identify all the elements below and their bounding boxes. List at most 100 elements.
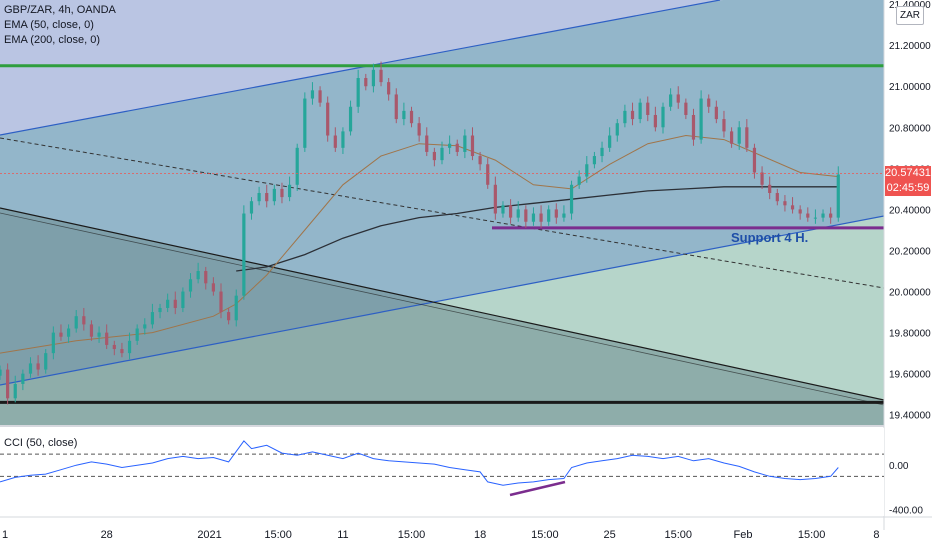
candle-body	[196, 271, 200, 280]
ema-200-line	[236, 186, 839, 272]
candle-body	[13, 383, 17, 399]
descending-trend-line-2	[0, 212, 884, 406]
last-price-value: 20.57431	[885, 166, 931, 179]
ema-200-path	[236, 186, 839, 272]
candle-body	[722, 119, 726, 132]
candle-body	[562, 213, 566, 218]
candle-body	[752, 147, 757, 173]
support-annotation: Support 4 H.	[731, 230, 808, 245]
candle-body	[448, 143, 452, 148]
ema-200-legend[interactable]: EMA (200, close, 0)	[4, 34, 100, 46]
last-price-badge: 20.57431 02:45:59	[885, 165, 931, 196]
symbol-title[interactable]: GBP/ZAR, 4h, OANDA	[4, 4, 116, 16]
candle-body	[387, 82, 391, 95]
candle-body	[409, 110, 414, 124]
time-tick-label: 15:00	[531, 529, 559, 541]
cci-legend[interactable]: CCI (50, close)	[4, 437, 78, 449]
candle-body	[74, 316, 78, 329]
candle-body	[646, 102, 650, 115]
candle-body	[234, 295, 238, 321]
candle-body	[638, 102, 642, 120]
currency-button[interactable]: ZAR	[896, 6, 924, 25]
candle-body	[158, 307, 162, 313]
candle-body	[539, 213, 543, 222]
candle-body	[249, 201, 254, 214]
candle-body	[569, 184, 574, 214]
candle-body	[829, 213, 833, 218]
candle-body	[333, 135, 337, 148]
candle-body	[806, 213, 810, 218]
candle-body	[516, 209, 520, 218]
candle-body	[707, 98, 711, 107]
candle-body	[326, 102, 330, 136]
channel-upper-line	[0, 0, 721, 136]
candle-body	[36, 363, 40, 370]
candle-body	[432, 151, 436, 161]
candle-body	[440, 147, 444, 161]
candle-body	[310, 90, 315, 99]
candle-body	[356, 78, 360, 107]
candle-body	[699, 98, 703, 140]
candle-body	[59, 332, 63, 337]
time-tick-label: Feb	[734, 529, 753, 541]
candle-body	[760, 172, 764, 185]
candle-body	[0, 369, 2, 376]
candle-body	[676, 94, 680, 103]
cci-background	[0, 428, 884, 516]
time-tick-label: 25	[604, 529, 616, 541]
candle-body	[623, 110, 627, 124]
candle-body	[729, 131, 734, 144]
candle-body	[455, 143, 459, 152]
candle-body	[295, 147, 299, 185]
candle-body	[227, 312, 231, 321]
candle-body	[821, 213, 825, 218]
ema-50-legend[interactable]: EMA (50, close, 0)	[4, 19, 94, 31]
candle-body	[783, 201, 787, 206]
candle-body	[592, 156, 597, 165]
candle-body	[127, 340, 132, 354]
candle-body	[493, 184, 497, 214]
candle-body	[272, 188, 276, 202]
candle-body	[181, 291, 185, 308]
candle-body	[661, 106, 665, 128]
candle-body	[173, 299, 177, 308]
candle-body	[790, 205, 795, 210]
candle-body	[280, 188, 284, 198]
cci-tick-label: -400.00	[889, 506, 923, 517]
candle-body	[394, 94, 398, 120]
price-tick-label: 21.20000	[889, 41, 931, 52]
price-tick-label: 20.20000	[889, 246, 931, 257]
candle-body	[478, 156, 482, 165]
candle-body	[600, 147, 604, 157]
price-tick-label: 20.00000	[889, 288, 931, 299]
candle-body	[66, 328, 71, 337]
price-tick-label: 20.40000	[889, 205, 931, 216]
candle-body	[379, 69, 383, 83]
candle-body	[135, 328, 139, 341]
time-tick-label: 28	[101, 529, 113, 541]
candle-body	[82, 316, 86, 325]
bar-countdown: 02:45:59	[886, 181, 930, 194]
candle-body	[524, 209, 528, 222]
candle-body	[51, 332, 55, 354]
candle-body	[44, 353, 48, 370]
candle-body	[630, 110, 635, 120]
candle-body	[714, 106, 718, 120]
candle-body	[348, 106, 353, 132]
candle-body	[554, 209, 558, 218]
candle-body	[112, 344, 116, 350]
candle-body	[615, 123, 619, 136]
candle-body	[188, 279, 193, 292]
price-tick-label: 19.60000	[889, 370, 931, 381]
descending-wedge-zone	[0, 208, 884, 425]
cci-tick-label: 0.00	[889, 461, 909, 472]
time-axis-ticks: 1 28 2021 15:00 11 15:00 18 15:00 25 15:00 Feb 15:0…	[2, 529, 879, 541]
candle-body	[28, 363, 33, 374]
drawings-layer	[0, 0, 884, 425]
price-tick-label: 19.40000	[889, 411, 931, 422]
candle-body	[364, 78, 368, 87]
candle-body	[547, 209, 551, 222]
time-tick-label: 15:00	[798, 529, 826, 541]
candle-body	[470, 135, 475, 157]
